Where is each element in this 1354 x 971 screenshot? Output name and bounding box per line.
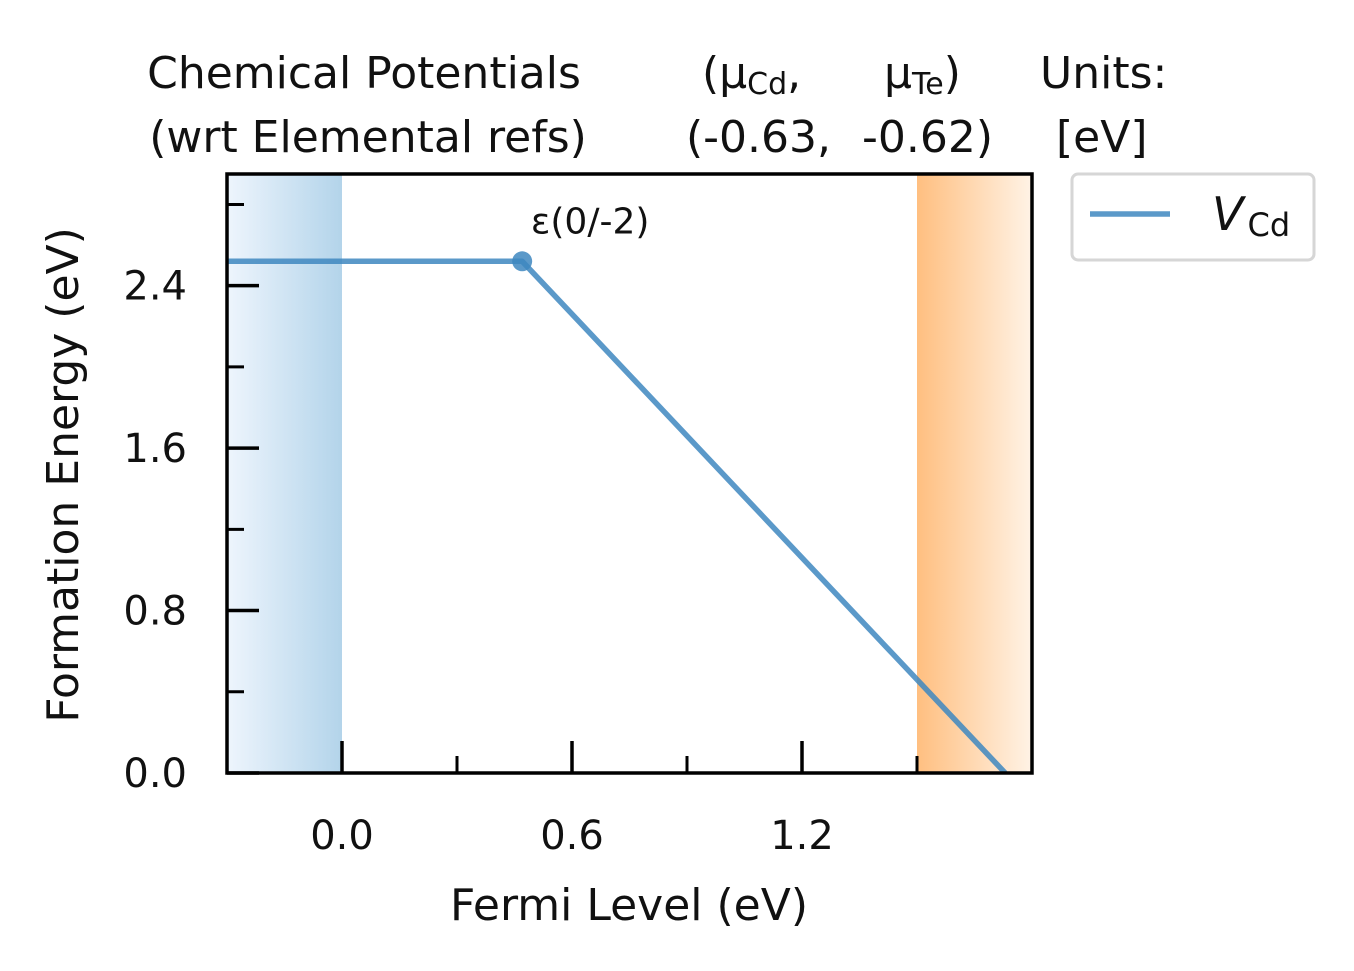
x-tick-label: 0.0 [310,813,374,859]
header-mu-cd: (μCd, [702,48,801,102]
header-mu-te-value: -0.62) [862,112,993,163]
y-axis-label: Formation Energy (eV) [38,227,89,723]
header-wrt-elemental-refs: (wrt Elemental refs) [149,112,587,163]
legend: V Cd [1070,172,1316,262]
y-tick-label: 0.0 [123,751,187,797]
legend-box [1070,172,1316,262]
transition-level-label-0: ε(0/-2) [531,201,649,242]
header-units-value: [eV] [1056,112,1148,163]
x-tick-label: 0.6 [540,813,604,859]
x-tick-label: 1.2 [770,813,834,859]
y-tick-label: 2.4 [123,264,187,310]
header-mu-te: μTe) [884,48,961,102]
cbm-shaded-region [917,174,1032,773]
header-chemical-potentials: Chemical Potentials [147,48,581,99]
legend-label-v-cd: V Cd [1212,187,1290,244]
plot-frame [225,172,1034,775]
series-line-0 [227,258,1008,773]
marker-layer: ε(0/-2) [512,201,649,272]
header-mu-cd-value: (-0.63, [686,112,831,163]
x-axis-label: Fermi Level (eV) [450,880,808,931]
vbm-shaded-region [227,174,342,773]
y-tick-label: 0.8 [123,589,187,635]
series-layer [227,258,1008,773]
y-tick-label: 1.6 [123,426,187,472]
tick-layer: 0.0 0.6 1.2 0.0 0.8 1.6 2.4 [123,202,919,859]
transition-level-marker-0 [512,251,533,272]
header-units: Units: [1040,48,1167,99]
